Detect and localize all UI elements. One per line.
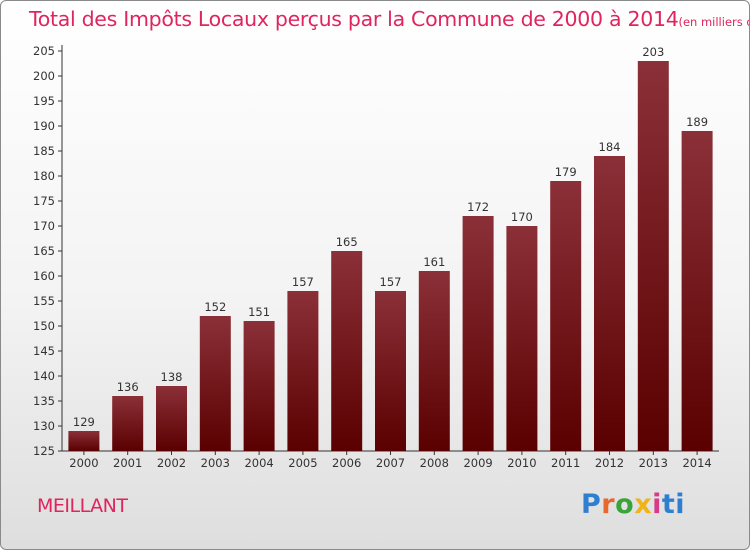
y-tick-label: 175: [33, 194, 55, 208]
bar-2011: [550, 181, 582, 451]
x-tick-label-2005: 2005: [288, 456, 317, 470]
bar-2008: [418, 271, 450, 451]
x-tick-label-2003: 2003: [201, 456, 230, 470]
chart-axes: 125 130 135 140 145 150 155 160 165 170 175 180 185 1…: [33, 44, 719, 458]
data-label-2002: 138: [161, 370, 183, 384]
x-tick-label-2013: 2013: [639, 456, 668, 470]
y-tick-label: 145: [33, 344, 55, 358]
bar-2000: [68, 431, 100, 451]
y-tick-label: 190: [33, 119, 55, 133]
y-tick-label: 155: [33, 294, 55, 308]
y-tick-label: 160: [33, 269, 55, 283]
x-tick-label-2000: 2000: [69, 456, 98, 470]
y-tick-label: 150: [33, 319, 55, 333]
logo-letter: o: [615, 489, 635, 520]
y-tick-label: 140: [33, 369, 55, 383]
data-label-2005: 157: [292, 275, 314, 289]
x-tick-label-2009: 2009: [463, 456, 492, 470]
bar-2007: [375, 291, 406, 451]
data-label-2004: 151: [248, 305, 270, 319]
data-label-2001: 136: [117, 380, 139, 394]
data-label-2007: 157: [380, 275, 402, 289]
y-tick-label: 205: [33, 44, 55, 58]
data-label-2014: 189: [686, 115, 708, 129]
data-label-2006: 165: [336, 235, 358, 249]
y-tick-label: 185: [33, 144, 55, 158]
bar-2003: [199, 316, 231, 451]
y-tick-label: 125: [33, 444, 55, 458]
bar-2005: [287, 291, 319, 451]
chart-title: Total des Impôts Locaux perçus par la Co…: [29, 7, 749, 31]
x-tick-label-2006: 2006: [332, 456, 361, 470]
data-label-2009: 172: [467, 200, 489, 214]
x-tick-label-2011: 2011: [551, 456, 580, 470]
x-tick-label-2004: 2004: [244, 456, 273, 470]
x-tick-label-2014: 2014: [682, 456, 711, 470]
y-tick-label: 165: [33, 244, 55, 258]
data-label-2008: 161: [423, 255, 445, 269]
data-label-2012: 184: [599, 140, 621, 154]
x-tick-label-2012: 2012: [595, 456, 624, 470]
logo-letter: x: [634, 489, 653, 520]
bar-2012: [594, 156, 625, 451]
data-label-2013: 203: [642, 45, 664, 59]
bar-2014: [681, 131, 713, 451]
bar-2004: [243, 321, 275, 451]
logo-letter: i: [652, 489, 662, 520]
logo-letter: t: [661, 489, 676, 520]
commune-name: MEILLANT: [37, 495, 128, 517]
data-label-2010: 170: [511, 210, 533, 224]
x-tick-label-2001: 2001: [113, 456, 142, 470]
bar-2010: [506, 226, 538, 451]
y-tick-label: 180: [33, 169, 55, 183]
chart-bars: [68, 61, 713, 451]
y-tick-label: 200: [33, 69, 55, 83]
y-tick-label: 130: [33, 419, 55, 433]
bar-2001: [112, 396, 144, 451]
proxiti-logo: Proxiti: [581, 489, 685, 520]
logo-letter: P: [581, 489, 602, 520]
bar-2002: [156, 386, 187, 451]
y-tick-label: 135: [33, 394, 55, 408]
bar-2009: [462, 216, 494, 451]
data-label-2011: 179: [555, 165, 577, 179]
x-tick-label-2002: 2002: [157, 456, 186, 470]
logo-letter: r: [601, 489, 616, 520]
chart-labels: 129 2000 136 2001 138 2002 152 2003 151 2004 157 20…: [69, 45, 711, 470]
logo-letter: i: [675, 489, 686, 520]
bar-2013: [637, 61, 669, 451]
y-tick-label: 170: [33, 219, 55, 233]
bar-2006: [331, 251, 363, 451]
y-tick-label: 195: [33, 94, 55, 108]
data-label-2000: 129: [73, 415, 95, 429]
chart-title-text: Total des Impôts Locaux perçus par la Co…: [29, 7, 679, 31]
x-tick-label-2010: 2010: [507, 456, 536, 470]
data-label-2003: 152: [204, 300, 226, 314]
chart-title-units: (en milliers d'€): [678, 15, 749, 29]
x-tick-label-2008: 2008: [420, 456, 449, 470]
x-tick-label-2007: 2007: [376, 456, 405, 470]
